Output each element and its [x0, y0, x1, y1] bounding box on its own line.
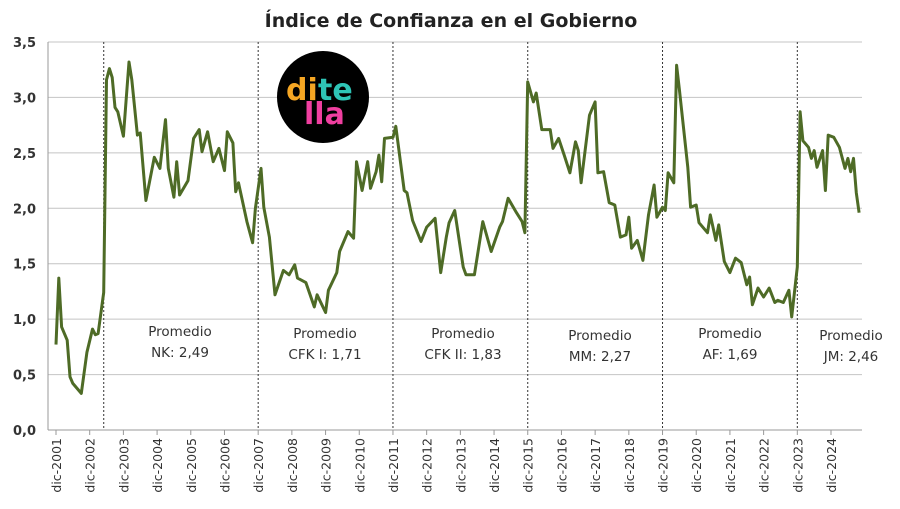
annotation-average: CFK II: 1,83	[424, 347, 501, 363]
logo: di te lla	[277, 51, 369, 143]
x-tick-label: dic-2024	[824, 438, 839, 493]
x-tick-label: dic-2012	[420, 438, 435, 493]
x-tick-label: dic-2003	[116, 438, 131, 493]
y-tick-label: 1,0	[13, 313, 36, 328]
y-tick-label: 2,0	[13, 202, 36, 217]
y-tick-label: 0,5	[13, 369, 36, 384]
annotation-title: Promedio	[148, 324, 211, 340]
logo-circle	[277, 51, 369, 143]
x-tick-label: dic-2008	[285, 438, 300, 493]
y-tick-label: 0,0	[13, 424, 36, 439]
x-tick-label: dic-2016	[554, 438, 569, 493]
y-tick-label: 1,5	[13, 258, 36, 273]
x-tick-label: dic-2020	[689, 438, 704, 493]
annotation-title: Promedio	[293, 326, 356, 342]
x-tick-label: dic-2006	[217, 438, 232, 493]
x-tick-label: dic-2002	[83, 438, 98, 493]
x-tick-label: dic-2001	[49, 438, 64, 493]
logo-di: di	[286, 73, 318, 108]
annotation-average: MM: 2,27	[569, 349, 631, 365]
y-axis: 0,0 0,5 1,0 1,5 2,0 2,5 3,0 3,5	[13, 36, 36, 439]
x-tick-label: dic-2009	[319, 438, 334, 493]
annotation-average: CFK I: 1,71	[288, 347, 361, 363]
x-tick-label: dic-2017	[588, 438, 603, 493]
annotation-average: NK: 2,49	[151, 345, 209, 361]
logo-te: te	[318, 73, 353, 108]
x-tick-label: dic-2013	[453, 438, 468, 493]
annotation-average: JM: 2,46	[823, 349, 879, 365]
x-tick-label: dic-2005	[184, 438, 199, 493]
y-tick-label: 3,5	[13, 36, 36, 51]
annotation-title: Promedio	[568, 328, 631, 344]
x-tick-label: dic-2019	[656, 438, 671, 493]
x-tick-label: dic-2014	[487, 438, 502, 493]
x-tick-label: dic-2010	[352, 438, 367, 493]
logo-lla: lla	[304, 97, 345, 132]
x-axis: dic-2001 dic-2002 dic-2003 dic-2004 dic-2005…	[49, 430, 839, 493]
annotation-title: Promedio	[431, 326, 494, 342]
chart-title: Índice de Confianza en el Gobierno	[265, 9, 638, 32]
x-tick-label: dic-2022	[757, 438, 772, 493]
x-tick-label: dic-2004	[150, 438, 165, 493]
y-tick-label: 2,5	[13, 147, 36, 162]
series-line	[54, 60, 861, 395]
gridlines	[47, 41, 862, 431]
x-tick-label: dic-2015	[521, 438, 536, 493]
period-dividers	[103, 42, 798, 430]
annotation-title: Promedio	[819, 328, 882, 344]
annotation-average: AF: 1,69	[703, 347, 758, 363]
x-tick-label: dic-2018	[622, 438, 637, 493]
x-tick-label: dic-2021	[723, 438, 738, 493]
x-tick-label: dic-2007	[251, 438, 266, 493]
x-tick-label: dic-2011	[386, 438, 401, 493]
annotation-title: Promedio	[698, 326, 761, 342]
x-tick-label: dic-2023	[790, 438, 805, 493]
y-tick-label: 3,0	[13, 91, 36, 106]
annotations: Promedio NK: 2,49 Promedio CFK I: 1,71 Prome…	[148, 324, 882, 365]
